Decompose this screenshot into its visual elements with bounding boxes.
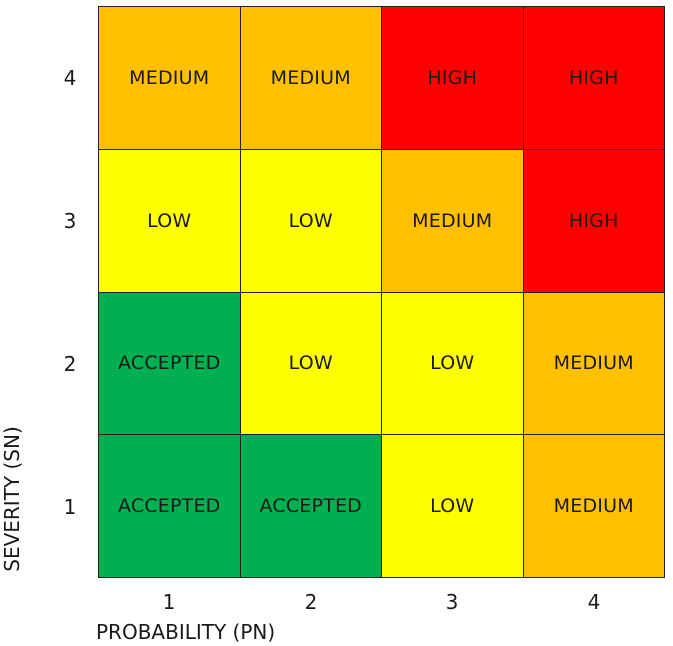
risk-cell: ACCEPTED [99, 435, 241, 578]
y-axis-label: SEVERITY (SN) [0, 426, 24, 572]
y-tick-3: 3 [63, 209, 77, 233]
x-tick-2: 2 [304, 590, 318, 614]
y-tick-1: 1 [63, 495, 77, 519]
risk-cell: MEDIUM [523, 292, 665, 436]
risk-cell: LOW [240, 292, 382, 436]
risk-cell: MEDIUM [240, 7, 382, 150]
x-tick-3: 3 [445, 590, 459, 614]
risk-cell: HIGH [523, 149, 665, 293]
risk-cell: LOW [382, 292, 524, 436]
risk-cell: MEDIUM [523, 435, 665, 578]
x-tick-1: 1 [162, 590, 176, 614]
risk-cell: HIGH [382, 7, 524, 150]
x-tick-4: 4 [587, 590, 601, 614]
risk-cell: LOW [99, 149, 241, 293]
y-tick-4: 4 [63, 66, 77, 90]
y-tick-2: 2 [63, 352, 77, 376]
risk-matrix: MEDIUM MEDIUM HIGH HIGH LOW LOW MEDIUM HIGH ACCE… [98, 6, 665, 578]
risk-cell: HIGH [523, 7, 665, 150]
risk-cell: MEDIUM [382, 149, 524, 293]
x-axis-label: PROBABILITY (PN) [96, 620, 276, 644]
risk-cell: LOW [382, 435, 524, 578]
risk-cell: LOW [240, 149, 382, 293]
risk-cell: ACCEPTED [240, 435, 382, 578]
risk-cell: MEDIUM [99, 7, 241, 150]
risk-cell: ACCEPTED [99, 292, 241, 436]
